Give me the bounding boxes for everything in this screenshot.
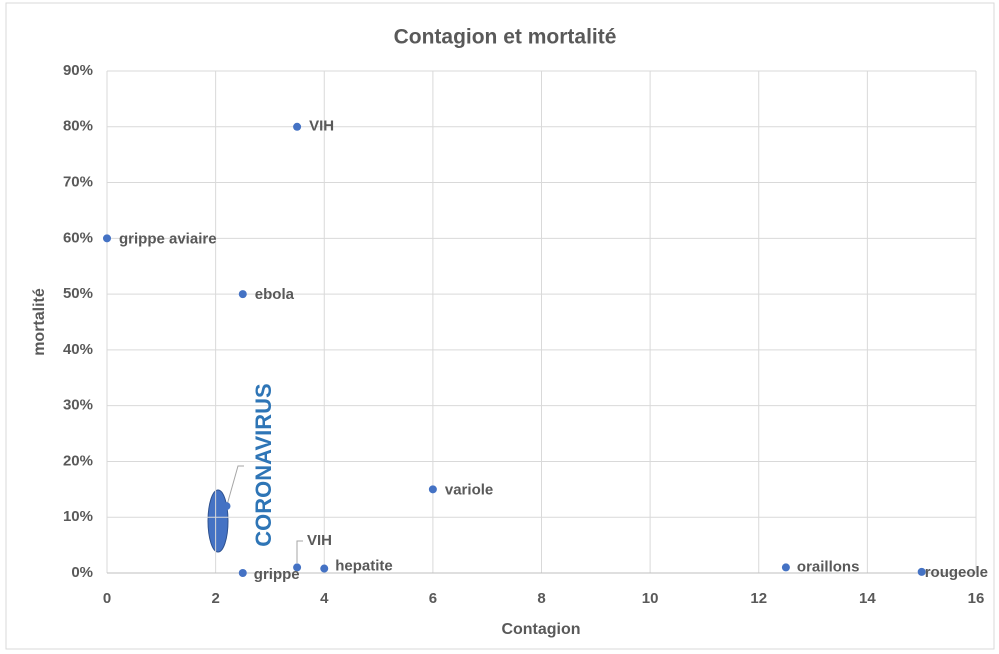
x-axis-label: Contagion: [501, 621, 580, 638]
y-tick-label: 80%: [63, 118, 93, 135]
y-tick-label: 50%: [63, 285, 93, 302]
y-tick-label: 0%: [71, 564, 93, 581]
point: [293, 563, 302, 572]
point: [103, 234, 111, 243]
highlight-ellipse: [207, 489, 229, 553]
point: [428, 485, 437, 494]
y-tick-label: 20%: [63, 452, 93, 469]
y-tick-label: 70%: [63, 174, 93, 191]
y-tick-label: 30%: [63, 397, 93, 414]
x-tick-label: 16: [968, 590, 985, 607]
x-tick-label: 2: [211, 590, 219, 607]
point: [917, 567, 926, 576]
data-label: oraillons: [797, 558, 860, 575]
data-label: VIH: [307, 532, 332, 549]
chart-title: Contagion et mortalité: [394, 26, 617, 49]
point: [320, 564, 329, 573]
data-label: rougeole: [925, 564, 988, 581]
data-label: variole: [445, 481, 493, 498]
x-tick-label: 12: [750, 590, 767, 607]
data-label: CORONAVIRUS: [251, 383, 276, 546]
point: [222, 502, 231, 511]
y-tick-label: 10%: [63, 508, 93, 525]
point: [238, 569, 247, 577]
x-tick-label: 14: [859, 590, 876, 607]
y-tick-label: 90%: [63, 62, 93, 79]
x-tick-label: 4: [320, 590, 329, 607]
point: [293, 122, 302, 131]
point: [781, 563, 790, 572]
y-tick-label: 60%: [63, 229, 93, 246]
leader-line: [226, 465, 244, 506]
y-tick-label: 40%: [63, 341, 93, 358]
y-axis-label: mortalité: [31, 288, 48, 356]
data-label: VIH: [309, 118, 334, 135]
x-tick-label: 0: [103, 590, 111, 607]
point: [238, 290, 247, 299]
leader-line: [296, 540, 303, 563]
chart-border: [5, 2, 995, 650]
data-label: grippe: [254, 566, 300, 583]
data-label: grippe aviaire: [119, 230, 217, 247]
data-label: hepatite: [335, 558, 393, 575]
x-tick-label: 6: [429, 590, 437, 607]
data-label: ebola: [255, 286, 295, 303]
x-tick-label: 8: [537, 590, 545, 607]
x-tick-label: 10: [642, 590, 659, 607]
